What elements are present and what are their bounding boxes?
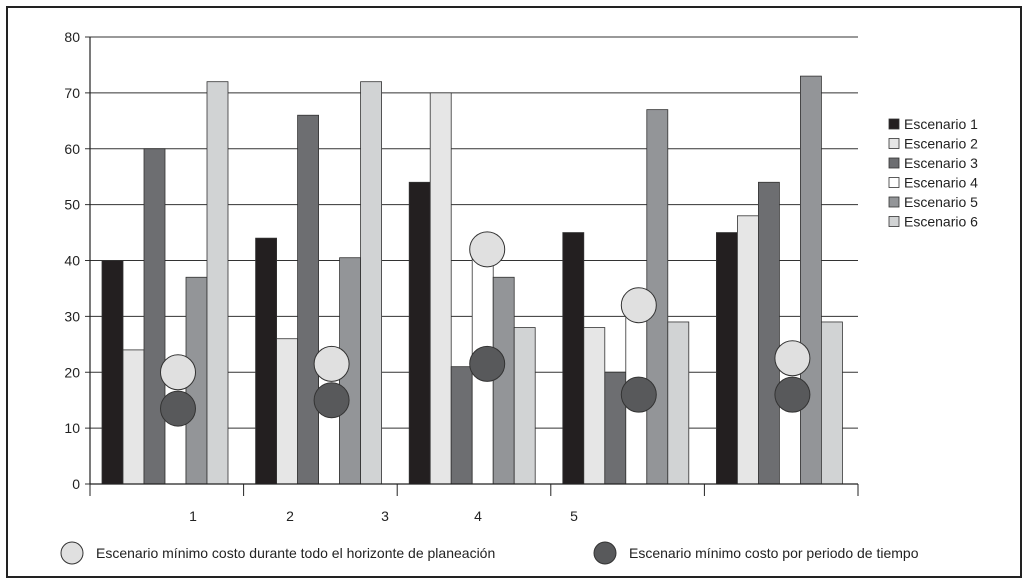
y-tick-label: 50 bbox=[64, 197, 80, 213]
legend-swatch bbox=[888, 196, 900, 208]
bar bbox=[101, 260, 124, 485]
bar bbox=[758, 181, 780, 485]
bar bbox=[562, 232, 585, 485]
bottom-legend-marker bbox=[60, 541, 84, 565]
bar bbox=[206, 81, 229, 485]
bar bbox=[429, 92, 452, 485]
marker-point bbox=[774, 376, 811, 413]
bar bbox=[716, 232, 738, 485]
x-tick-label: 1 bbox=[189, 508, 197, 524]
y-tick-label: 0 bbox=[72, 476, 80, 492]
axes: 0 10 20 30 40 50 60 70 80 1 2 3 4 5 bbox=[64, 29, 859, 524]
bar bbox=[737, 215, 759, 485]
y-tick-label: 70 bbox=[64, 85, 80, 101]
y-tick-label: 40 bbox=[64, 253, 80, 269]
x-tick-label: 3 bbox=[381, 508, 389, 524]
x-tick-label: 4 bbox=[474, 508, 482, 524]
legend-label: Escenario 4 bbox=[904, 175, 978, 191]
y-tick-label: 20 bbox=[64, 364, 80, 380]
legend-label: Escenario 6 bbox=[904, 214, 978, 230]
marker-point bbox=[313, 345, 350, 382]
legend-swatch bbox=[888, 138, 900, 149]
legend-swatch bbox=[888, 216, 900, 227]
legend-label: Escenario 3 bbox=[904, 155, 978, 171]
bar bbox=[821, 321, 843, 485]
bar bbox=[360, 81, 383, 485]
y-tick-label: 30 bbox=[64, 308, 80, 324]
legend-label: Escenario 5 bbox=[904, 194, 978, 210]
bar bbox=[143, 148, 166, 485]
marker-point bbox=[620, 376, 657, 413]
y-tick-label: 80 bbox=[64, 29, 80, 45]
marker-point bbox=[620, 287, 657, 324]
bar bbox=[276, 338, 299, 485]
bar bbox=[583, 327, 606, 485]
marker-point bbox=[160, 390, 196, 427]
legend-swatch bbox=[888, 177, 900, 188]
bar bbox=[297, 114, 320, 485]
markers bbox=[160, 231, 811, 427]
y-tick-label: 60 bbox=[64, 141, 80, 157]
bottom-legend-marker bbox=[593, 541, 617, 565]
bars bbox=[101, 75, 843, 485]
y-tick-label: 10 bbox=[64, 420, 80, 436]
bar bbox=[492, 276, 515, 485]
legend: Escenario 1 Escenario 2 Escenario 3 Escenar… bbox=[888, 116, 978, 230]
x-tick-label: 2 bbox=[286, 508, 294, 524]
x-tick-label: 5 bbox=[570, 508, 578, 524]
marker-point bbox=[774, 340, 811, 377]
marker-point bbox=[469, 345, 506, 382]
bar bbox=[255, 237, 278, 485]
bottom-legend-label: Escenario mínimo costo por periodo de ti… bbox=[629, 545, 919, 561]
bar bbox=[408, 181, 431, 485]
bar bbox=[450, 366, 473, 485]
legend-swatch bbox=[888, 157, 900, 169]
legend-swatch bbox=[888, 118, 900, 130]
bar bbox=[667, 321, 690, 485]
legend-label: Escenario 2 bbox=[904, 136, 978, 152]
bottom-legend-label: Escenario mínimo costo durante todo el h… bbox=[96, 545, 495, 561]
bottom-legend: Escenario mínimo costo durante todo el h… bbox=[60, 541, 919, 565]
marker-point bbox=[469, 231, 506, 268]
marker-point bbox=[313, 382, 350, 419]
legend-label: Escenario 1 bbox=[904, 116, 978, 132]
marker-point bbox=[160, 354, 196, 391]
bar bbox=[513, 327, 536, 485]
bar bbox=[800, 75, 822, 485]
bar bbox=[122, 349, 145, 485]
chart-frame: 0 10 20 30 40 50 60 70 80 1 2 3 4 5 Escenario 1 Escena… bbox=[6, 6, 1022, 578]
